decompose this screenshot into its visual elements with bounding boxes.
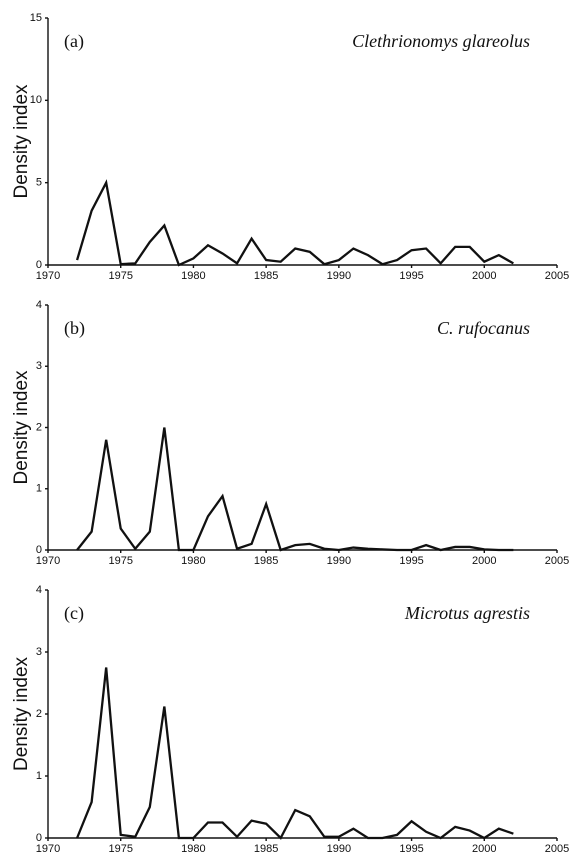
y-tick-label: 3 (36, 646, 42, 658)
panel-label: (a) (64, 31, 84, 52)
x-tick-label: 1995 (399, 270, 423, 282)
data-line (76, 427, 514, 552)
x-tick-label: 1980 (181, 843, 205, 855)
x-tick-label: 1995 (399, 843, 423, 855)
x-tick-label: 2000 (472, 270, 496, 282)
x-tick-label: 2005 (545, 270, 569, 282)
x-tick-label: 1990 (327, 555, 351, 567)
data-line (76, 667, 514, 840)
x-tick-label: 1980 (181, 270, 205, 282)
panel-title: C. rufocanus (437, 318, 530, 338)
x-tick-label: 1975 (108, 843, 132, 855)
x-tick-label: 1975 (108, 555, 132, 567)
panel: 0 1 2 3 4 1970 1975 1980 1985 1990 1995 2000 2005 Den… (11, 584, 569, 855)
y-tick-label: 4 (36, 584, 42, 596)
x-tick-label: 2000 (472, 555, 496, 567)
y-tick-label: 4 (36, 299, 42, 311)
panel-title: Clethrionomys glareolus (352, 31, 530, 51)
x-tick-label: 1970 (36, 270, 60, 282)
x-tick-label: 1975 (108, 270, 132, 282)
y-axis-label: Density index (11, 370, 32, 485)
y-tick-label: 3 (36, 360, 42, 372)
data-line (75, 179, 514, 267)
x-tick-label: 1980 (181, 555, 205, 567)
y-tick-label: 1 (36, 770, 42, 782)
x-tick-label: 1970 (36, 843, 60, 855)
y-tick-label: 15 (30, 12, 42, 24)
x-tick-label: 1990 (327, 843, 351, 855)
x-tick-label: 1990 (327, 270, 351, 282)
y-tick-label: 0 (36, 259, 42, 271)
x-tick-label: 2000 (472, 843, 496, 855)
y-tick-label: 5 (36, 177, 42, 189)
panel-label: (c) (64, 603, 84, 624)
y-tick-label: 2 (36, 421, 42, 433)
x-tick-label: 2005 (545, 555, 569, 567)
x-tick-label: 2005 (545, 843, 569, 855)
panel: 0 5 10 15 1970 1975 1980 1985 1990 1995 2000 2005 De… (11, 12, 569, 282)
y-tick-label: 2 (36, 708, 42, 720)
y-axis-label: Density index (11, 656, 32, 771)
panel-title: Microtus agrestis (404, 603, 530, 623)
x-tick-label: 1995 (399, 555, 423, 567)
y-axis-label: Density index (11, 84, 32, 199)
panel: 0 1 2 3 4 1970 1975 1980 1985 1990 1995 2000 2005 Den… (11, 299, 569, 567)
x-tick-label: 1985 (254, 270, 278, 282)
x-tick-label: 1970 (36, 555, 60, 567)
y-tick-label: 0 (36, 832, 42, 844)
y-tick-label: 10 (30, 94, 42, 106)
panel-label: (b) (64, 318, 85, 339)
y-tick-label: 1 (36, 483, 42, 495)
y-tick-label: 0 (36, 544, 42, 556)
x-tick-label: 1985 (254, 555, 278, 567)
x-tick-label: 1985 (254, 843, 278, 855)
